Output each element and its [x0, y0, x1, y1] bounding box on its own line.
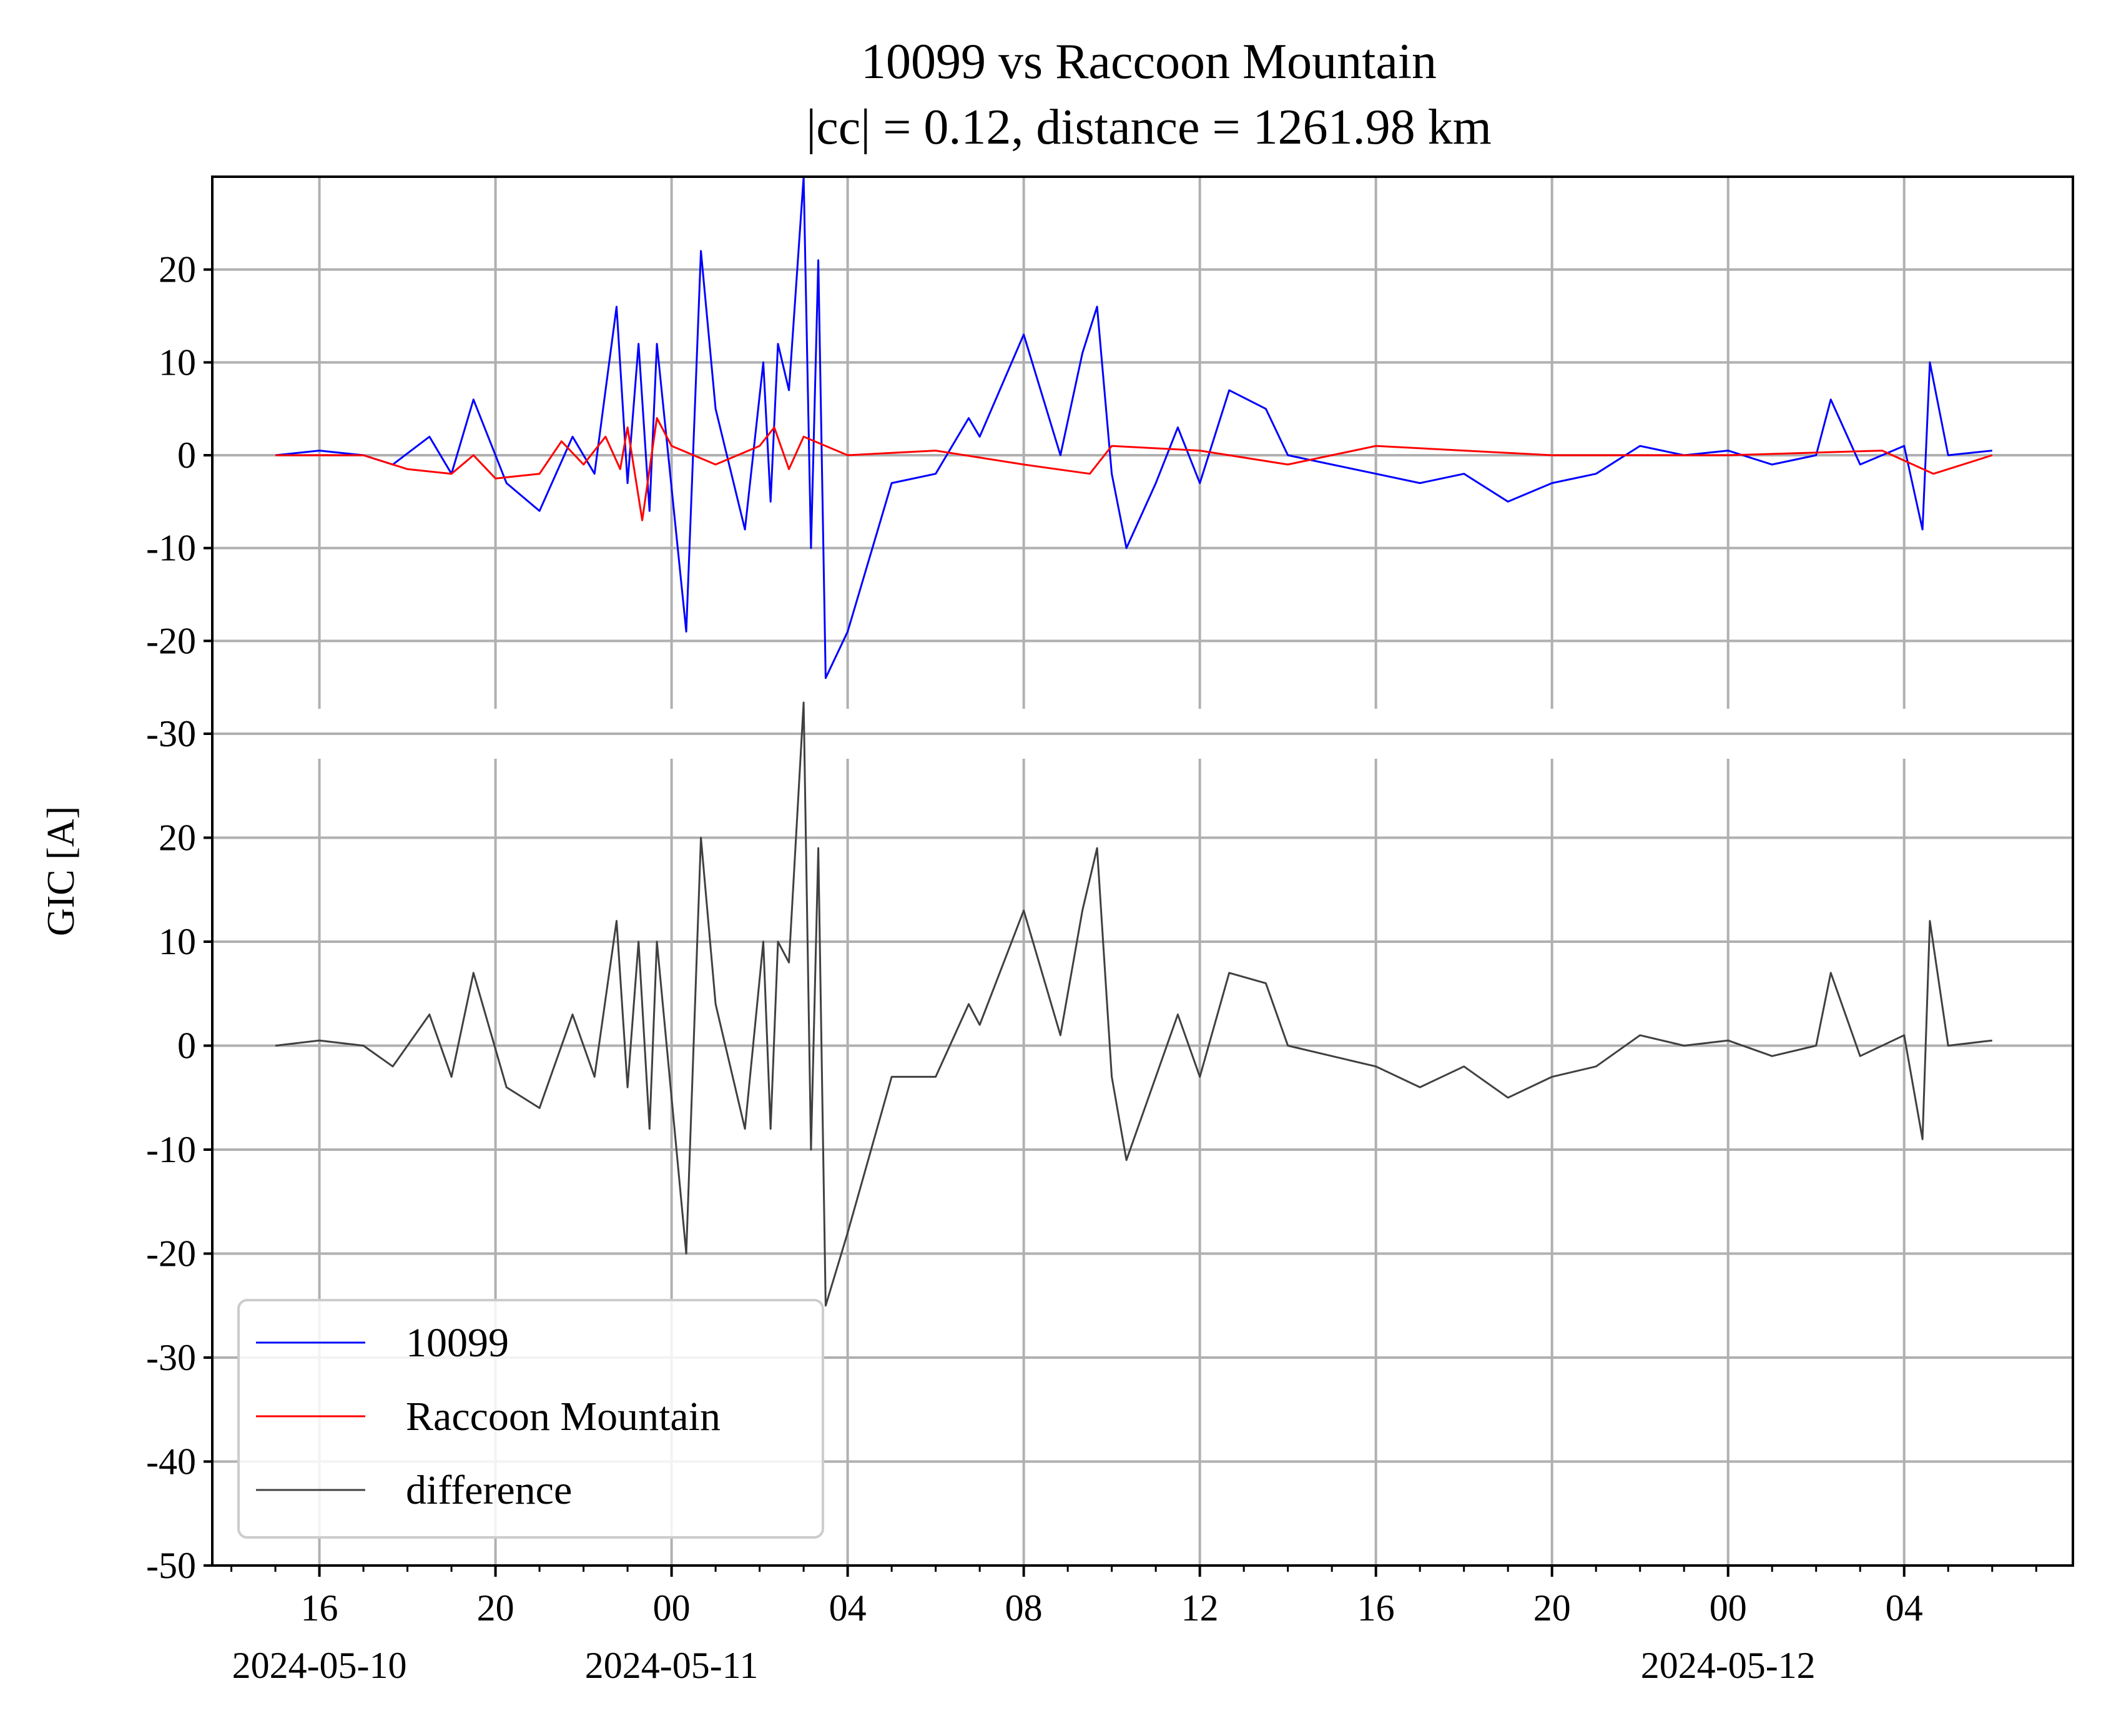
- axes-frame: [211, 175, 2074, 1567]
- legend-label-10099: 10099: [406, 1320, 509, 1366]
- x-tick-label: 16: [301, 1587, 338, 1629]
- x-tick-label: 20: [1533, 1587, 1571, 1629]
- y-tick-label: 10: [159, 342, 196, 383]
- series-lines: [275, 175, 1993, 1307]
- y-tick-label: -40: [146, 1441, 196, 1482]
- x-tick-label: 00: [653, 1587, 691, 1629]
- x-date-label: 2024-05-12: [1641, 1645, 1816, 1686]
- y-tick-label: -30: [146, 713, 196, 754]
- y-tick-label: -20: [146, 1233, 196, 1275]
- y-tick-label: 30: [159, 713, 196, 754]
- y-tick-label: 0: [177, 1025, 196, 1067]
- x-tick-label: 08: [1005, 1587, 1043, 1629]
- y-tick-label: -20: [146, 620, 196, 661]
- series-line-difference: [275, 701, 1992, 1307]
- x-tick-label: 04: [829, 1587, 867, 1629]
- y-axis-label: GIC [A]: [40, 806, 82, 936]
- x-tick-label: 16: [1357, 1587, 1395, 1629]
- legend[interactable]: 10099 Raccoon Mountain difference: [237, 1299, 824, 1539]
- legend-box: [237, 1299, 824, 1539]
- y-tick-label: 0: [177, 435, 196, 476]
- y-tick-label: -50: [146, 1545, 196, 1586]
- series-line-10099: [275, 175, 1992, 679]
- chart-title: 10099 vs Raccoon Mountain: [861, 34, 1437, 89]
- x-date-label: 2024-05-10: [232, 1645, 407, 1686]
- x-tick-label: 00: [1710, 1587, 1747, 1629]
- y-tick-label: 20: [159, 817, 196, 859]
- y-tick-label: 10: [159, 921, 196, 962]
- legend-items: 10099 Raccoon Mountain difference: [256, 1320, 721, 1513]
- y-tick-label: 20: [159, 249, 196, 290]
- chart-subtitle: |cc| = 0.12, distance = 1261.98 km: [806, 100, 1492, 155]
- x-tick-label: 20: [477, 1587, 514, 1629]
- y-tick-label: -30: [146, 1337, 196, 1378]
- legend-label-raccoon-mountain: Raccoon Mountain: [406, 1394, 721, 1439]
- x-date-label: 2024-05-11: [585, 1645, 759, 1686]
- y-tick-label: -10: [146, 528, 196, 569]
- x-tick-label: 04: [1886, 1587, 1923, 1629]
- y-tick-label: -10: [146, 1129, 196, 1170]
- series-line-raccoon-mountain: [275, 417, 1993, 521]
- x-tick-label: 12: [1181, 1587, 1219, 1629]
- legend-label-difference: difference: [406, 1467, 572, 1513]
- axis-ticks: 20100-10-20-303020100-10-20-30-40-501620…: [146, 249, 2037, 1686]
